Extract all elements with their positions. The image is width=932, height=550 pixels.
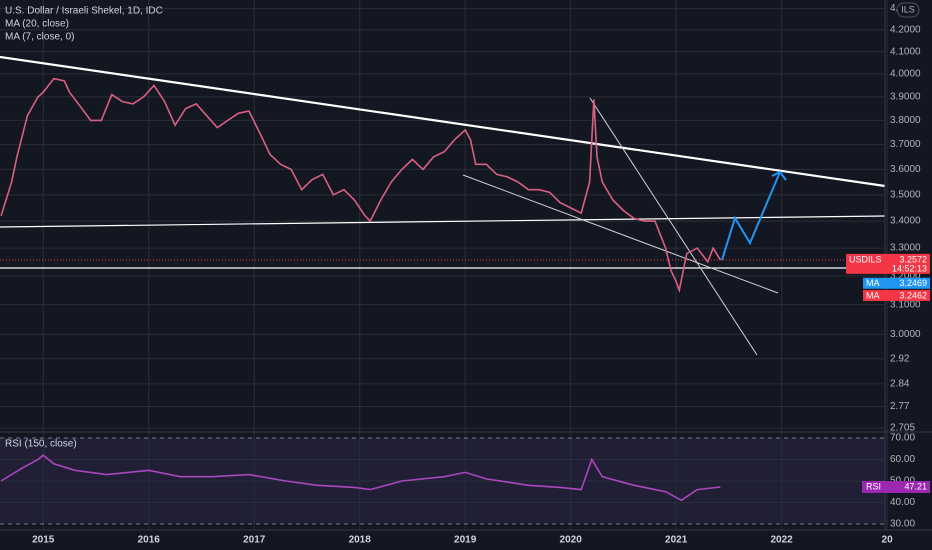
y-tick-label: 3.3000	[890, 243, 921, 254]
x-tick-label: 2016	[138, 535, 161, 546]
price-label-value: 3.2572	[899, 254, 927, 264]
indicator-label-value: 3.2469	[899, 278, 927, 288]
legend-item: MA (7, close, 0)	[5, 32, 74, 43]
y-tick-label: 4.0000	[890, 69, 921, 80]
y-tick-label: 3.6000	[890, 164, 921, 175]
price-line	[0, 454, 721, 502]
x-tick-label: 2019	[454, 535, 477, 546]
legend-item: MA (20, close)	[5, 19, 69, 30]
y-tick-label: 2.84	[890, 379, 910, 390]
trendline	[589, 97, 758, 356]
y-tick-label: 4.	[890, 3, 898, 14]
x-tick-label: 2017	[243, 535, 266, 546]
rsi-label-box	[862, 480, 930, 493]
rsi-title: RSI (150, close)	[5, 439, 77, 450]
price-countdown: 14:52:13	[892, 263, 927, 273]
y-tick-label: 3.5000	[890, 189, 921, 200]
projection-path	[721, 171, 781, 261]
y-tick-label: 60.00	[890, 454, 915, 465]
indicator-label-box	[863, 277, 930, 289]
x-tick-label: 2018	[349, 535, 372, 546]
y-tick-label: 3.0000	[890, 329, 921, 340]
y-tick-label: 4.2000	[890, 25, 921, 36]
trendline	[462, 174, 779, 294]
y-tick-label: 2.705	[890, 423, 915, 434]
y-tick-label: 3.1000	[890, 299, 921, 310]
y-tick-label: 3.8000	[890, 115, 921, 126]
rsi-label-name: RSI	[866, 481, 881, 491]
currency-badge[interactable]	[896, 2, 920, 18]
x-tick-label: 2020	[560, 535, 583, 546]
y-tick-label: 4.1000	[890, 46, 921, 57]
arrow-head	[771, 170, 787, 181]
plots	[0, 77, 722, 502]
y-tick-label: 3.9000	[890, 92, 921, 103]
y-tick-label: 40.00	[890, 497, 915, 508]
x-tick-label: 20	[882, 535, 894, 546]
y-tick-label: 2.92	[890, 353, 910, 364]
y-tick-label: 30.00	[890, 519, 915, 530]
price-line	[0, 77, 722, 294]
y-tick-label: 70.00	[890, 433, 915, 444]
y-tick-label: 3.7000	[890, 139, 921, 150]
trendline	[0, 55, 886, 188]
price-label-box	[846, 253, 930, 274]
indicator-label-name: MA	[866, 278, 880, 288]
chart-title: U.S. Dollar / Israeli Shekel, 1D, IDC	[5, 6, 163, 17]
indicator-label-box	[863, 289, 930, 301]
y-tick-label: 3.2000	[890, 271, 921, 282]
indicator-label-value: 3.2462	[899, 290, 927, 300]
price-label-name: USDILS	[849, 254, 882, 264]
y-tick-label: 2.77	[890, 401, 910, 412]
x-tick-label: 2015	[32, 535, 55, 546]
drawings	[0, 55, 886, 356]
indicator-label-name: MA	[866, 290, 880, 300]
trendline	[0, 215, 886, 228]
x-tick-label: 2022	[771, 535, 794, 546]
rsi-label-value: 47.21	[904, 481, 927, 491]
currency-label[interactable]: ILS	[901, 4, 915, 14]
y-tick-label: 3.4000	[890, 216, 921, 227]
x-tick-label: 2021	[665, 535, 688, 546]
